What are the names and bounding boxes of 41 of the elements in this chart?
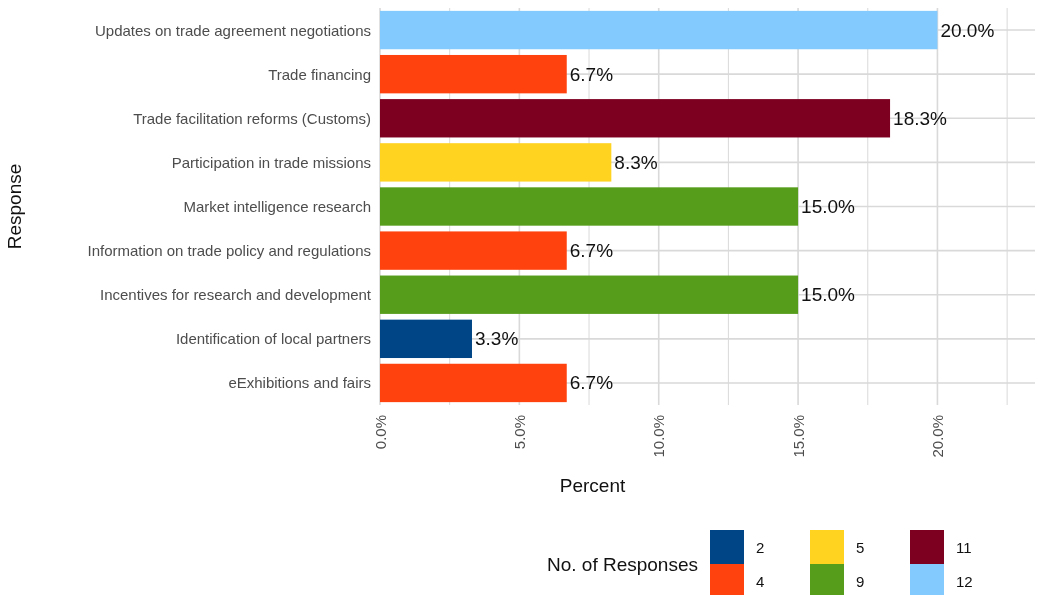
y-tick-label: Trade financing	[268, 65, 371, 83]
bar	[380, 275, 799, 314]
data-label: 6.7%	[569, 63, 614, 85]
data-label: 20.0%	[940, 19, 995, 41]
data-label: 18.3%	[893, 107, 948, 129]
y-tick-label: Trade facilitation reforms (Customs)	[133, 109, 371, 127]
legend-label: 2	[756, 538, 765, 556]
y-tick-label: eExhibitions and fairs	[228, 374, 371, 392]
y-tick-label: Market intelligence research	[183, 198, 371, 215]
legend-label: 12	[956, 572, 973, 590]
y-tick-label: Participation in trade missions	[171, 153, 371, 171]
data-label: 15.0%	[801, 196, 856, 217]
y-tick-label: Incentives for research and development	[100, 286, 372, 304]
legend-label: 5	[856, 538, 865, 556]
bar	[380, 143, 612, 182]
legend-label: 9	[856, 572, 865, 590]
bar	[380, 10, 938, 50]
bar	[380, 54, 567, 94]
legend-label: 4	[756, 572, 765, 590]
data-label: 3.3%	[474, 328, 519, 350]
bar	[380, 187, 799, 226]
x-tick-label: 0.0%	[371, 415, 389, 450]
bar	[380, 99, 891, 138]
data-label: 6.7%	[569, 372, 614, 394]
y-tick-label: Updates on trade agreement negotiations	[94, 21, 371, 39]
bar	[380, 319, 472, 359]
bar	[380, 363, 567, 403]
y-tick-label: Information on trade policy and regulations	[87, 242, 371, 260]
legend-title: No. of Responses	[546, 553, 698, 575]
data-label: 15.0%	[801, 284, 856, 306]
x-tick-label: 15.0%	[789, 415, 807, 458]
x-axis-title: Percent	[559, 475, 626, 496]
y-axis-title: Response	[4, 163, 25, 250]
x-tick-label: 5.0%	[510, 415, 528, 450]
x-tick-label: 10.0%	[650, 415, 668, 458]
legend-label: 11	[956, 538, 972, 556]
data-label: 8.3%	[614, 151, 658, 173]
data-label: 6.7%	[569, 240, 614, 262]
x-tick-label: 20.0%	[928, 415, 946, 458]
bar	[380, 231, 567, 270]
y-tick-label: Identification of local partners	[175, 330, 371, 348]
